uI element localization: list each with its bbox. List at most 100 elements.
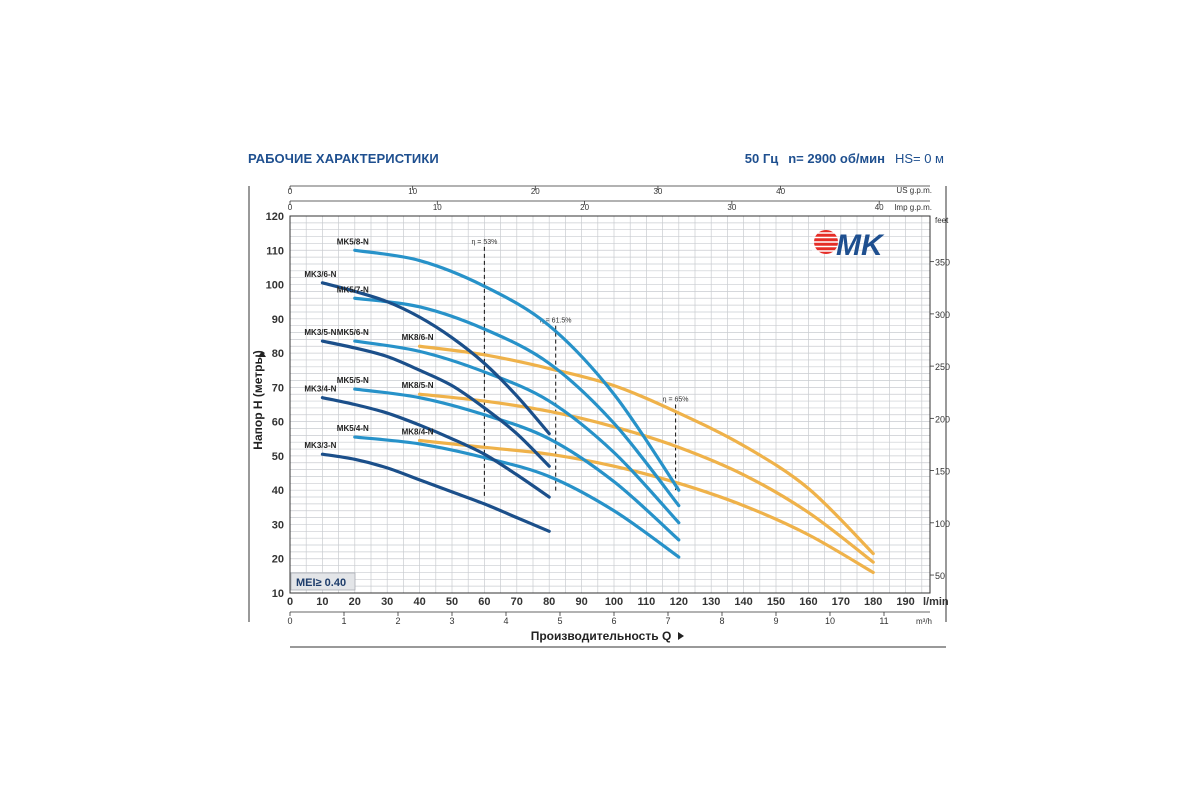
mei-badge-box [290, 572, 356, 591]
curve-mk5-7-n [353, 296, 681, 508]
logo-text: MK [836, 229, 885, 262]
curve-label-mk8-6-n: MK8/6-N [402, 333, 434, 342]
y-tick-label: 90 [272, 314, 284, 326]
m3h-unit-label: m³/h [916, 617, 932, 626]
m3h-tick-label: 6 [611, 616, 616, 626]
y-tick-label: 20 [272, 554, 284, 566]
us-gpm-tick-label: 30 [653, 187, 662, 196]
imp-gpm-tick-label: 40 [875, 203, 884, 212]
x-tick-label: 100 [605, 596, 623, 608]
imp-gpm-tick-label: 10 [433, 203, 442, 212]
y-tick-label: 10 [272, 588, 284, 600]
y-axis-title-arrow [258, 351, 266, 357]
y-tick-label: 40 [272, 485, 284, 497]
imp-gpm-tick-label: 30 [727, 203, 736, 212]
feet-tick-label: 150 [935, 467, 950, 477]
m3h-tick-label: 11 [879, 616, 888, 626]
suction-height-label: HS= 0 м [894, 151, 944, 166]
y-tick-label: 120 [266, 211, 284, 223]
curve-mk3-3-n [320, 452, 551, 533]
imp-gpm-unit-label: Imp g.p.m. [894, 203, 932, 212]
y-tick-label: 100 [266, 280, 284, 292]
feet-tick-label: 100 [935, 519, 950, 529]
feet-unit-label: feet [935, 216, 949, 225]
x-tick-label: 130 [702, 596, 720, 608]
feet-tick-label: 50 [935, 571, 945, 581]
m3h-tick-label: 5 [557, 616, 562, 626]
x-tick-label: 180 [864, 596, 882, 608]
curve-mk5-5-n [353, 387, 681, 542]
x-tick-label: 30 [381, 596, 393, 608]
x-tick-label: 70 [511, 596, 523, 608]
x-axis-title-arrow [678, 632, 684, 640]
us-gpm-tick-label: 20 [531, 187, 540, 196]
feet-tick-label: 250 [935, 362, 950, 372]
x-tick-label: 170 [832, 596, 850, 608]
chart-frame [248, 185, 947, 648]
curve-label-mk5-8-n: MK5/8-N [337, 237, 369, 246]
x-unit-label: l/min [923, 596, 949, 608]
x-tick-label: 120 [670, 596, 688, 608]
us-gpm-tick-label: 10 [408, 187, 417, 196]
x-tick-label: 140 [734, 596, 752, 608]
us-gpm-tick-label: 40 [776, 187, 785, 196]
operating-conditions: 50 Гц n= 2900 об/мин HS= 0 м [745, 151, 944, 166]
y-tick-label: 50 [272, 451, 284, 463]
x-axis-title: Производительность Q [531, 629, 672, 643]
y-tick-label: 110 [266, 245, 284, 257]
curve-labels: MK8/4-N MK8/5-N MK8/6-N MK5/4-N MK5/5-N MK5/6… [304, 237, 433, 450]
feet-tick-label: 200 [935, 414, 950, 424]
curve-label-mk5-6-n: MK5/6-N [337, 328, 369, 337]
y-tick-label: 60 [272, 417, 284, 429]
x-tick-label: 10 [316, 596, 328, 608]
x-tick-label: 0 [287, 596, 293, 608]
m3h-tick-label: 9 [773, 616, 778, 626]
curve-label-mk3-5-n: MK3/5-N [304, 328, 336, 337]
imp-gpm-tick-label: 20 [580, 203, 589, 212]
curve-label-mk5-5-n: MK5/5-N [337, 376, 369, 385]
x-tick-label: 190 [896, 596, 914, 608]
mk-logo: MK [812, 229, 885, 262]
curve-mk8-4-n [418, 438, 875, 575]
y-axis-title: Напор H (метры) [251, 350, 265, 449]
m3h-tick-label: 0 [287, 616, 292, 626]
efficiency-label: η = 65% [663, 397, 689, 404]
x-tick-label: 80 [543, 596, 555, 608]
curve-label-mk5-7-n: MK5/7-N [337, 285, 369, 294]
x-tick-label: 50 [446, 596, 458, 608]
efficiency-label: η = 61.5% [540, 318, 572, 325]
curve-mk3-4-n [320, 396, 551, 499]
m3h-tick-label: 1 [341, 616, 346, 626]
x-tick-label: 40 [413, 596, 425, 608]
us-gpm-unit-label: US g.p.m. [896, 186, 932, 195]
x-tick-label: 90 [575, 596, 587, 608]
chart-grid [290, 216, 930, 593]
x-tick-label: 60 [478, 596, 490, 608]
x-tick-label: 160 [799, 596, 817, 608]
curve-mk8-6-n [418, 344, 875, 556]
curve-mk3-6-n [320, 281, 551, 436]
feet-tick-label: 350 [935, 258, 950, 268]
x-tick-label: 110 [638, 596, 656, 608]
curve-mk5-8-n [353, 248, 681, 492]
mei-badge: MEI≥ 0.40 [290, 572, 356, 591]
curve-mk5-6-n [353, 339, 681, 525]
imp-gpm-tick-label: 0 [288, 203, 293, 212]
feet-tick-label: 300 [935, 310, 950, 320]
mei-badge-label: MEI≥ 0.40 [296, 577, 346, 589]
curve-mk8-5-n [418, 392, 875, 564]
m3h-tick-label: 4 [503, 616, 508, 626]
m3h-tick-label: 2 [395, 616, 400, 626]
pump-curves [320, 248, 875, 575]
y-tick-label: 70 [272, 382, 284, 394]
m3h-tick-label: 3 [449, 616, 454, 626]
curve-mk3-5-n [320, 339, 551, 468]
us-gpm-tick-label: 0 [288, 187, 293, 196]
curve-label-mk3-6-n: MK3/6-N [304, 270, 336, 279]
m3h-tick-label: 7 [665, 616, 670, 626]
m3h-tick-label: 10 [825, 616, 835, 626]
x-tick-label: 150 [767, 596, 785, 608]
curve-label-mk8-4-n: MK8/4-N [402, 427, 434, 436]
